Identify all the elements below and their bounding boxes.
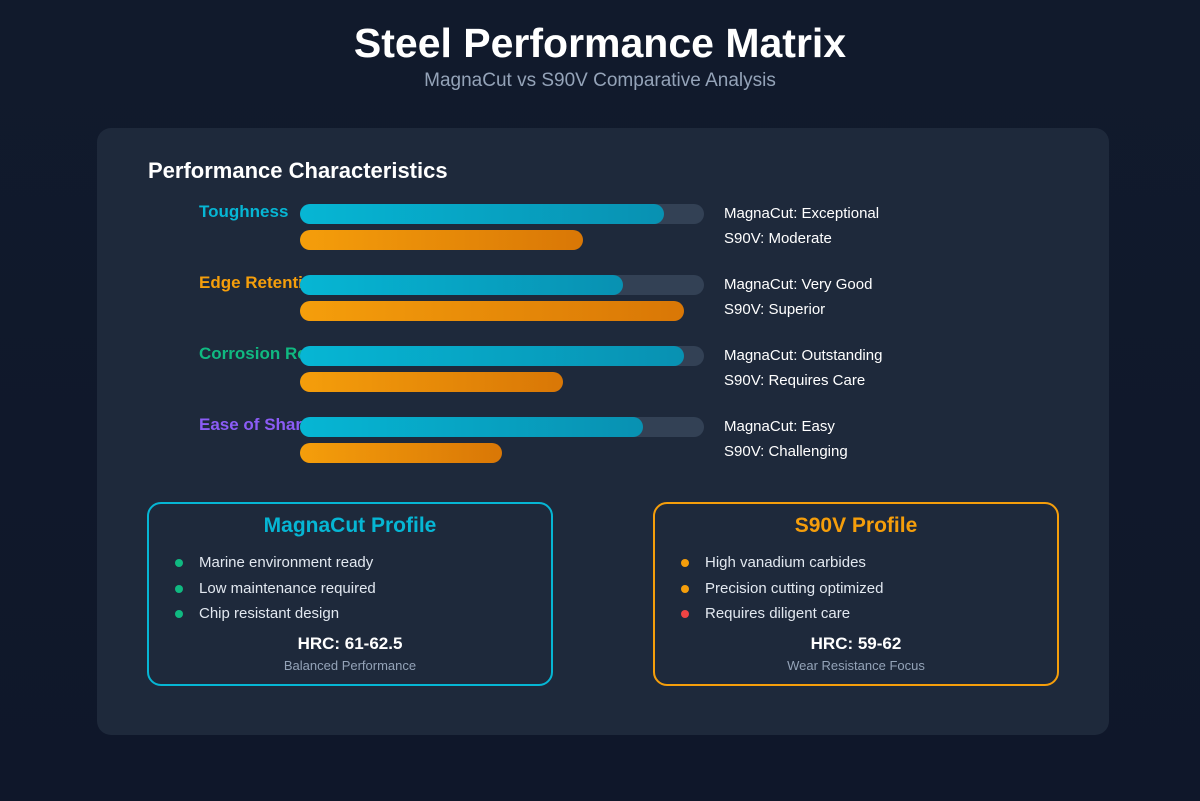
card-title: MagnaCut Profile [263, 514, 437, 537]
card-list-item: Chip resistant design [175, 605, 340, 622]
bar-s90v [300, 372, 563, 392]
profile-card: MagnaCut Profile Marine environment ready… [147, 502, 553, 686]
bar-magnacut [300, 204, 664, 224]
rating-magnacut: MagnaCut: Outstanding [724, 347, 883, 364]
item-text: Marine environment ready [199, 554, 374, 571]
card-list-item: Precision cutting optimized [681, 579, 884, 597]
chart-row: Ease of Sharpening MagnaCut: Easy S90V: … [97, 415, 1109, 477]
item-text: Chip resistant design [199, 605, 340, 622]
bar-s90v [300, 301, 684, 321]
bar-magnacut [300, 275, 624, 295]
page-subtitle: MagnaCut vs S90V Comparative Analysis [424, 70, 776, 91]
profile-card: S90V Profile High vanadium carbides Precis… [653, 502, 1059, 686]
hrc-value: HRC: 61-62.5 [297, 634, 403, 653]
rating-magnacut: MagnaCut: Easy [724, 418, 835, 435]
category-label: Edge Retention [199, 273, 324, 292]
bar-magnacut [300, 417, 644, 437]
focus-text: Balanced Performance [283, 658, 417, 673]
chart-row: Edge Retention MagnaCut: Very Good S90V:… [97, 273, 1109, 335]
card-title: S90V Profile [794, 514, 918, 537]
page-title: Steel Performance Matrix [353, 20, 847, 66]
rating-magnacut: MagnaCut: Very Good [724, 276, 873, 293]
bullet-dot-icon [175, 559, 183, 567]
card-list-item: Marine environment ready [175, 554, 374, 571]
item-text: Precision cutting optimized [705, 579, 884, 597]
rating-magnacut: MagnaCut: Exceptional [724, 205, 880, 222]
bullet-dot-icon [175, 584, 183, 593]
rating-s90v: S90V: Moderate [724, 230, 832, 247]
item-text: Low maintenance required [199, 579, 376, 597]
card-list-item: Requires diligent care [681, 605, 851, 622]
rating-s90v: S90V: Superior [724, 301, 826, 318]
bullet-dot-icon [681, 559, 689, 567]
card-list-item: High vanadium carbides [681, 554, 866, 571]
item-text: High vanadium carbides [705, 554, 866, 571]
item-text: Requires diligent care [705, 605, 851, 622]
bullet-dot-icon [681, 610, 689, 618]
bar-s90v [300, 230, 583, 250]
bullet-dot-icon [175, 610, 183, 618]
card-list-item: Low maintenance required [175, 579, 376, 597]
chart-row: Toughness MagnaCut: Exceptional S90V: Mo… [97, 202, 1109, 264]
rating-s90v: S90V: Requires Care [724, 372, 866, 389]
chart-title: Performance Characteristics [148, 158, 448, 183]
bar-s90v [300, 443, 502, 463]
bullet-dot-icon [681, 584, 689, 593]
focus-text: Wear Resistance Focus [787, 658, 925, 673]
category-label: Toughness [199, 202, 289, 221]
hrc-value: HRC: 59-62 [810, 634, 902, 653]
chart-row: Corrosion Resistance MagnaCut: Outstandi… [97, 344, 1109, 406]
bar-magnacut [300, 346, 684, 366]
rating-s90v: S90V: Challenging [724, 443, 848, 460]
